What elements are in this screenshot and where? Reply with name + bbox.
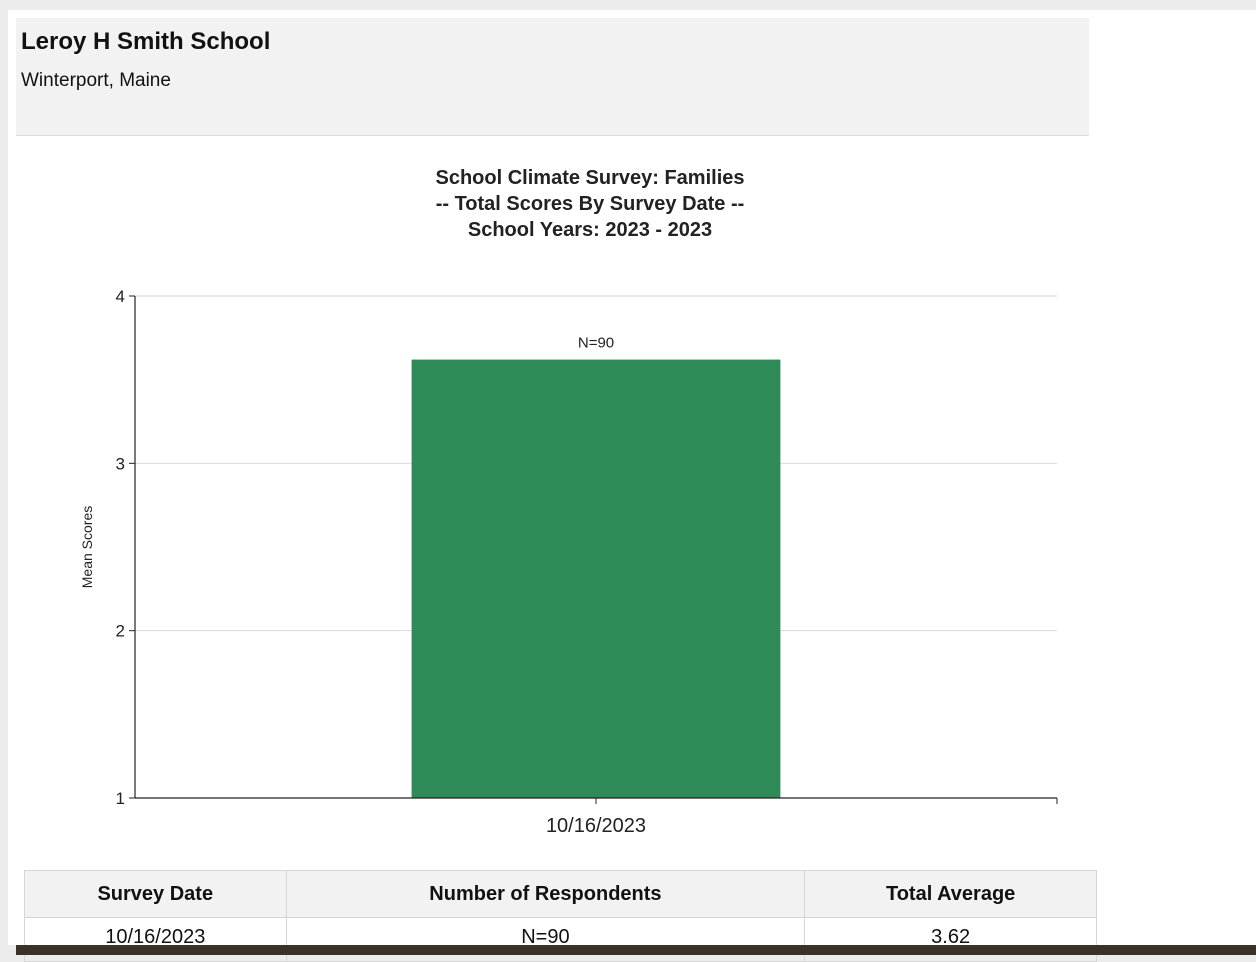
school-name: Leroy H Smith School	[21, 28, 271, 55]
y-tick-label: 4	[116, 287, 125, 306]
chart-years-line: School Years: 2023 - 2023	[467, 219, 713, 241]
y-tick-label: 2	[116, 622, 125, 641]
report-header: Leroy H Smith School Winterport, Maine	[16, 18, 1089, 136]
y-tick-label: 3	[116, 454, 125, 473]
chart-title-line: School Climate Survey: Families	[435, 167, 745, 189]
axes	[129, 295, 1058, 804]
data-label: N=90	[578, 335, 614, 352]
col-header-respondents: Number of Respondents	[285, 870, 806, 918]
x-tick-label: 10/16/2023	[546, 815, 646, 837]
chart-subtitle-line: -- Total Scores By Survey Date --	[435, 193, 745, 215]
y-tick-label: 1	[116, 789, 125, 808]
table-header-row: Survey Date Number of Respondents Total …	[24, 870, 1097, 918]
bottom-edge	[16, 945, 1256, 955]
school-location: Winterport, Maine	[21, 70, 171, 91]
chart-labels: 1 2 3 4 10/16/2023 N=90	[116, 287, 647, 837]
bar	[411, 359, 781, 798]
summary-table: Survey Date Number of Respondents Total …	[24, 870, 1097, 962]
col-header-total-average: Total Average	[804, 870, 1097, 918]
bars	[411, 359, 781, 798]
col-header-survey-date: Survey Date	[24, 870, 287, 918]
chart-title: School Climate Survey: Families -- Total…	[290, 165, 890, 243]
y-axis-label: Mean Scores	[79, 506, 95, 588]
